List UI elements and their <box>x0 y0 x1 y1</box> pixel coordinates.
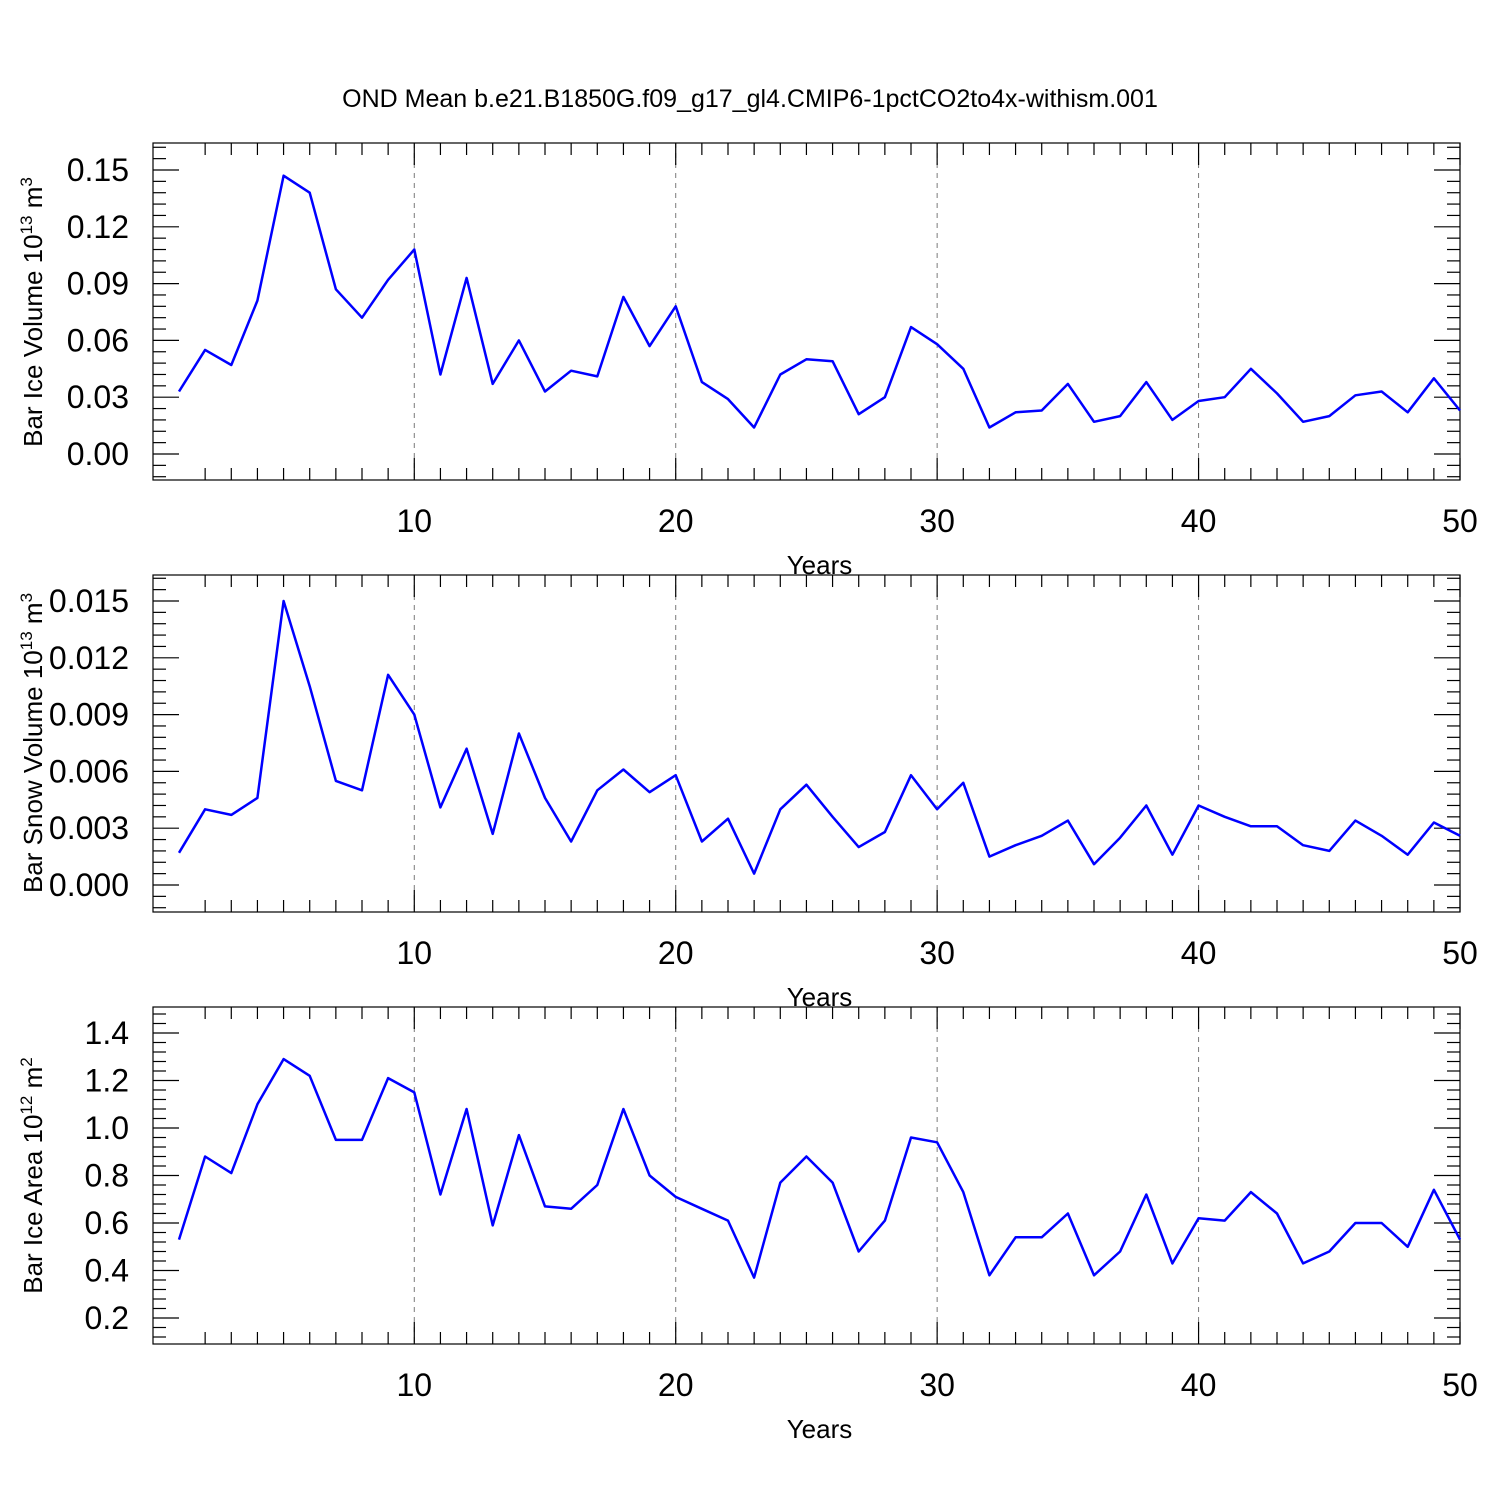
panels: 10 20 30 40 50 0.00 0.03 0.06 0.09 0.12 0.15 Years B… <box>17 142 1478 1444</box>
x-tick-label: 30 <box>919 503 955 539</box>
y-tick-label: 0.00 <box>67 436 129 472</box>
y-tick-label: 1.4 <box>85 1015 129 1051</box>
y-axis-label-text: m <box>18 187 48 216</box>
y-axis-label-superscript: 3 <box>17 593 36 602</box>
y-tick-label: 0.012 <box>49 640 129 676</box>
series-line <box>177 599 1461 875</box>
y-tick-label: 0.2 <box>85 1300 129 1336</box>
y-tick-label: 0.009 <box>49 697 129 733</box>
y-tick-label: 0.006 <box>49 753 129 789</box>
x-tick-label: 20 <box>658 935 694 971</box>
y-axis-label: Bar Snow Volume 1013 m3 <box>17 593 48 893</box>
x-tick-label: 30 <box>919 1367 955 1403</box>
x-tick-label: 30 <box>919 935 955 971</box>
y-tick-label: 0.09 <box>67 266 129 302</box>
y-axis-label-superscript: 2 <box>17 1057 36 1066</box>
y-axis-label-text: m <box>18 1067 48 1096</box>
y-tick-label: 0.15 <box>67 152 129 188</box>
x-tick-label: 50 <box>1442 1367 1478 1403</box>
y-tick-label: 0.003 <box>49 810 129 846</box>
y-tick-label: 0.4 <box>85 1253 129 1289</box>
x-tick-label: 50 <box>1442 503 1478 539</box>
x-tick-label: 40 <box>1181 503 1217 539</box>
x-tick-label: 10 <box>396 935 432 971</box>
y-axis-label: Bar Ice Area 1012 m2 <box>17 1057 48 1294</box>
y-tick-label: 0.000 <box>49 867 129 903</box>
x-tick-label: 20 <box>658 1367 694 1403</box>
series-line <box>177 1057 1462 1279</box>
x-tick-label: 20 <box>658 503 694 539</box>
y-axis-label-text: Bar Snow Volume 10 <box>18 650 48 893</box>
y-tick-label: 0.8 <box>85 1158 129 1194</box>
y-tick-label: 0.015 <box>49 583 129 619</box>
y-axis-label-text: Bar Ice Volume 10 <box>18 234 48 446</box>
x-tick-label: 10 <box>396 503 432 539</box>
x-tick-label: 40 <box>1181 1367 1217 1403</box>
y-tick-label: 1.2 <box>85 1063 129 1099</box>
x-tick-label: 40 <box>1181 935 1217 971</box>
y-axis-label-superscript: 12 <box>17 1096 36 1115</box>
y-axis-label-text: Bar Ice Area 10 <box>18 1115 48 1294</box>
x-axis-label: Years <box>787 1414 853 1444</box>
panel-2: 10 20 30 40 50 0.000 0.003 0.006 0.009 0.012 0.015… <box>17 574 1478 1012</box>
y-tick-label: 0.03 <box>67 379 129 415</box>
panel-1: 10 20 30 40 500.000.030.060.090.120.15YearsB… <box>17 142 1478 580</box>
plot-frame <box>152 574 1461 913</box>
y-axis-label-superscript: 3 <box>17 177 36 186</box>
y-tick-label: 0.6 <box>85 1205 129 1241</box>
y-tick-label: 0.12 <box>67 209 129 245</box>
y-tick-label: 1.0 <box>85 1110 129 1146</box>
y-axis-label-superscript: 13 <box>17 215 36 234</box>
y-tick-label: 0.06 <box>67 322 129 358</box>
series-line <box>177 174 1461 429</box>
x-tick-label: 50 <box>1442 935 1478 971</box>
plot-frame <box>152 142 1461 481</box>
x-tick-label: 10 <box>396 1367 432 1403</box>
plot-frame <box>152 1006 1461 1345</box>
panel-3: 10 20 30 40 50 0.2 0.4 0.6 0.8 1.0 1.2 1.4 Years Bar … <box>17 1006 1478 1444</box>
y-axis-label: Bar Ice Volume 1013 m3 <box>17 177 48 447</box>
figure-title: OND Mean b.e21.B1850G.f09_g17_gl4.CMIP6-… <box>342 85 1158 113</box>
y-axis-label-text: m <box>18 602 48 631</box>
y-axis-label-superscript: 13 <box>17 631 36 650</box>
